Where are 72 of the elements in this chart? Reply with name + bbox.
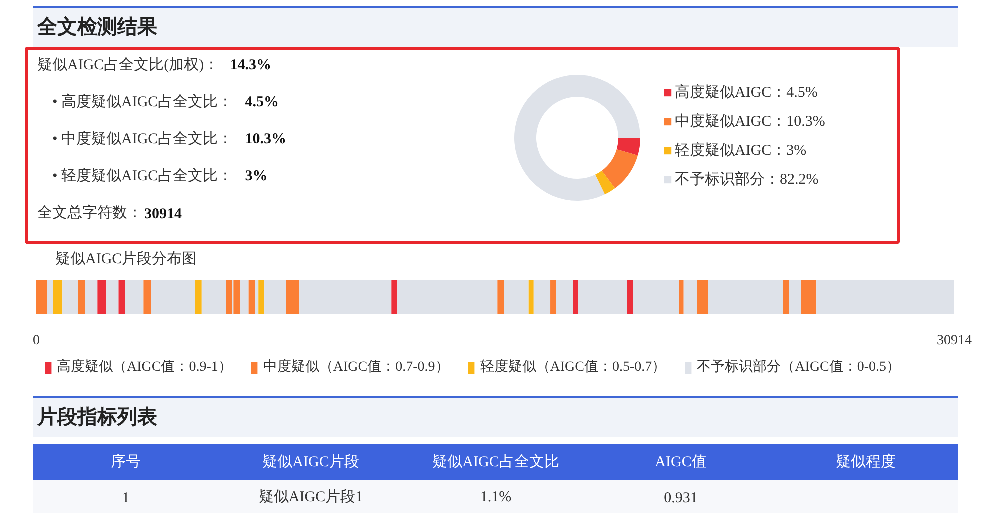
bar bbox=[258, 280, 265, 314]
bar bbox=[504, 280, 529, 314]
text: 全文检测结果 bbox=[36, 16, 158, 38]
bar bbox=[106, 280, 119, 314]
bar bbox=[578, 280, 628, 314]
legend-label: 中度疑似（AIGC值：0.7-0.9） bbox=[263, 358, 450, 377]
text: • 轻度疑似AIGC占全文比： bbox=[52, 168, 234, 184]
text: 3% bbox=[245, 168, 268, 184]
category-label: AIGC值 bbox=[655, 454, 707, 470]
category-label: 序号 bbox=[111, 454, 141, 470]
category-label: 疑似程度 bbox=[836, 454, 896, 470]
category-label: 疑似AIGC占全文比 bbox=[432, 454, 560, 470]
legend-label: 不予标识部分（AIGC值：0-0.5） bbox=[697, 358, 901, 377]
bar bbox=[398, 280, 498, 314]
x-tick-label: 0 bbox=[33, 334, 40, 348]
bar bbox=[202, 280, 226, 314]
text: 30914 bbox=[144, 206, 182, 222]
text: • 中度疑似AIGC占全文比： bbox=[52, 130, 234, 148]
bar bbox=[255, 280, 259, 314]
text: 0.931 bbox=[664, 490, 698, 506]
bar bbox=[240, 280, 249, 314]
bar bbox=[498, 280, 504, 314]
bar bbox=[550, 280, 556, 314]
legend-label: 不予标识部分：82.2% bbox=[675, 170, 819, 190]
bar bbox=[633, 280, 680, 314]
bar bbox=[392, 280, 398, 314]
bar bbox=[684, 280, 698, 314]
bar bbox=[528, 280, 534, 314]
bar bbox=[47, 280, 54, 314]
bar bbox=[789, 280, 802, 314]
text: 10.3% bbox=[245, 132, 287, 148]
bar bbox=[708, 280, 784, 314]
text: 疑似AIGC占全文比(加权)： bbox=[38, 56, 220, 74]
bar bbox=[264, 280, 286, 314]
bar bbox=[195, 280, 202, 314]
text: 14.3% bbox=[230, 58, 272, 74]
bar bbox=[118, 280, 126, 314]
chart-title: 疑似AIGC片段分布图 bbox=[56, 250, 198, 268]
bar bbox=[248, 280, 256, 314]
bar bbox=[144, 280, 152, 314]
legend-label: 中度疑似AIGC：10.3% bbox=[675, 112, 826, 132]
bar bbox=[556, 280, 574, 314]
bar bbox=[300, 280, 392, 314]
text: 1.1% bbox=[480, 490, 512, 506]
text: 全文总字符数： bbox=[38, 204, 142, 222]
bar bbox=[679, 280, 684, 314]
bar bbox=[286, 280, 300, 314]
text: • 高度疑似AIGC占全文比： bbox=[52, 94, 234, 110]
bar bbox=[85, 280, 98, 314]
bar bbox=[816, 280, 954, 314]
text: 片段指标列表 bbox=[36, 406, 158, 428]
bar bbox=[573, 280, 578, 314]
category-label: 疑似AIGC片段 bbox=[262, 454, 360, 470]
bar bbox=[627, 280, 634, 314]
bar bbox=[697, 280, 708, 314]
bar bbox=[53, 280, 63, 314]
bar bbox=[62, 280, 78, 314]
legend-label: 高度疑似AIGC：4.5% bbox=[675, 83, 818, 102]
bar bbox=[78, 280, 86, 314]
text: 疑似AIGC片段1 bbox=[258, 488, 364, 506]
text: 4.5% bbox=[245, 94, 280, 110]
legend-label: 轻度疑似AIGC：3% bbox=[675, 141, 807, 160]
bar bbox=[801, 280, 817, 314]
legend-label: 高度疑似（AIGC值：0.9-1） bbox=[57, 358, 232, 377]
bar bbox=[151, 280, 196, 314]
bar bbox=[36, 280, 48, 314]
bar bbox=[783, 280, 790, 314]
bar bbox=[125, 280, 144, 314]
legend-label: 轻度疑似（AIGC值：0.5-0.7） bbox=[480, 358, 666, 377]
bar bbox=[534, 280, 551, 314]
bar bbox=[98, 280, 107, 314]
text: 1 bbox=[122, 490, 130, 506]
